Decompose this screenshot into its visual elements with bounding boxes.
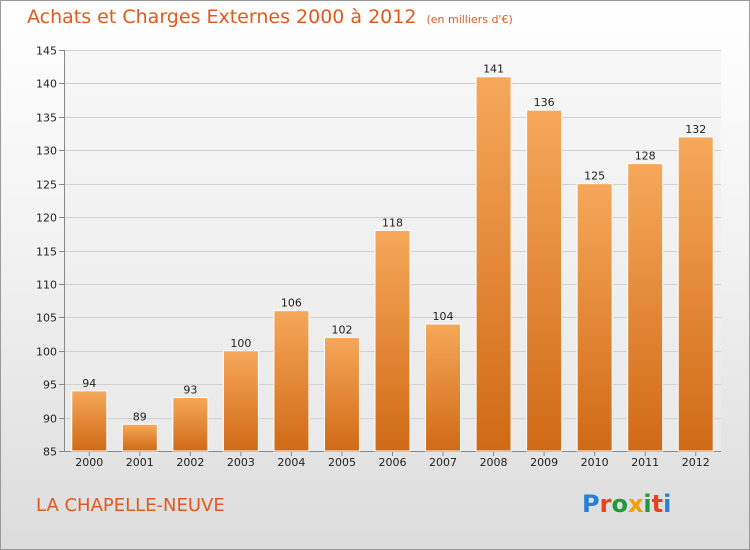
chart-title: Achats et Charges Externes 2000 à 2012 (e… [27, 6, 513, 28]
y-tick-label: 100 [36, 346, 57, 359]
y-tick-label: 135 [36, 112, 57, 125]
y-tick-label: 85 [43, 446, 57, 459]
x-tick-label-2012: 2012 [682, 456, 710, 469]
data-label-2011: 128 [635, 150, 656, 163]
bar-2005 [323, 336, 360, 452]
x-tick-label-2009: 2009 [530, 456, 558, 469]
bars [71, 76, 714, 452]
x-tick-label-2006: 2006 [379, 456, 407, 469]
data-label-2008: 141 [483, 63, 504, 76]
bar-2007 [425, 323, 462, 452]
x-tick-label-2008: 2008 [480, 456, 508, 469]
data-label-2012: 132 [685, 123, 706, 136]
bar-2008 [475, 76, 512, 452]
data-label-2001: 89 [133, 410, 147, 423]
y-tick-label: 115 [36, 246, 57, 259]
bar-2000 [71, 390, 108, 452]
x-tick-label-2004: 2004 [277, 456, 305, 469]
y-tick-label: 110 [36, 279, 57, 292]
data-label-2004: 106 [281, 297, 302, 310]
x-tick-label-2010: 2010 [581, 456, 609, 469]
x-tick-label-2007: 2007 [429, 456, 457, 469]
title-unit: (en milliers d'€) [426, 13, 513, 26]
labels: 85 90 95 100 105 110 115 120 125 130 135 140 145 94 20… [36, 45, 710, 470]
proxiti-logo: Proxiti [582, 490, 672, 518]
data-label-2006: 118 [382, 216, 403, 229]
y-tick-label: 90 [43, 413, 57, 426]
bar-2002 [172, 397, 209, 452]
y-tick-label: 130 [36, 145, 57, 158]
data-label-2003: 100 [230, 337, 251, 350]
x-tick-label-2002: 2002 [176, 456, 204, 469]
y-tick-label: 145 [36, 45, 57, 58]
x-tick-label-2000: 2000 [75, 456, 103, 469]
bar-2001 [121, 423, 158, 452]
commune-name: LA CHAPELLE-NEUVE [36, 495, 225, 516]
y-tick-label: 140 [36, 78, 57, 91]
bar-2004 [273, 310, 310, 452]
data-label-2000: 94 [82, 377, 96, 390]
bar-2010 [576, 183, 613, 452]
y-tick-label: 125 [36, 179, 57, 192]
title-text: Achats et Charges Externes 2000 à 2012 [27, 6, 417, 28]
x-tick-label-2005: 2005 [328, 456, 356, 469]
x-tick-label-2003: 2003 [227, 456, 255, 469]
y-tick-label: 105 [36, 312, 57, 325]
bar-2011 [627, 163, 664, 452]
bar-2009 [526, 109, 563, 452]
data-label-2002: 93 [183, 384, 197, 397]
bar-2006 [374, 229, 411, 452]
x-tick-label-2001: 2001 [126, 456, 154, 469]
data-label-2010: 125 [584, 170, 605, 183]
x-tick-label-2011: 2011 [631, 456, 659, 469]
data-label-2007: 104 [433, 310, 454, 323]
data-label-2005: 102 [331, 323, 352, 336]
y-tick-label: 120 [36, 212, 57, 225]
bar-2003 [222, 350, 259, 452]
bar-2012 [677, 136, 714, 452]
data-label-2009: 136 [534, 96, 555, 109]
y-tick-label: 95 [43, 379, 57, 392]
